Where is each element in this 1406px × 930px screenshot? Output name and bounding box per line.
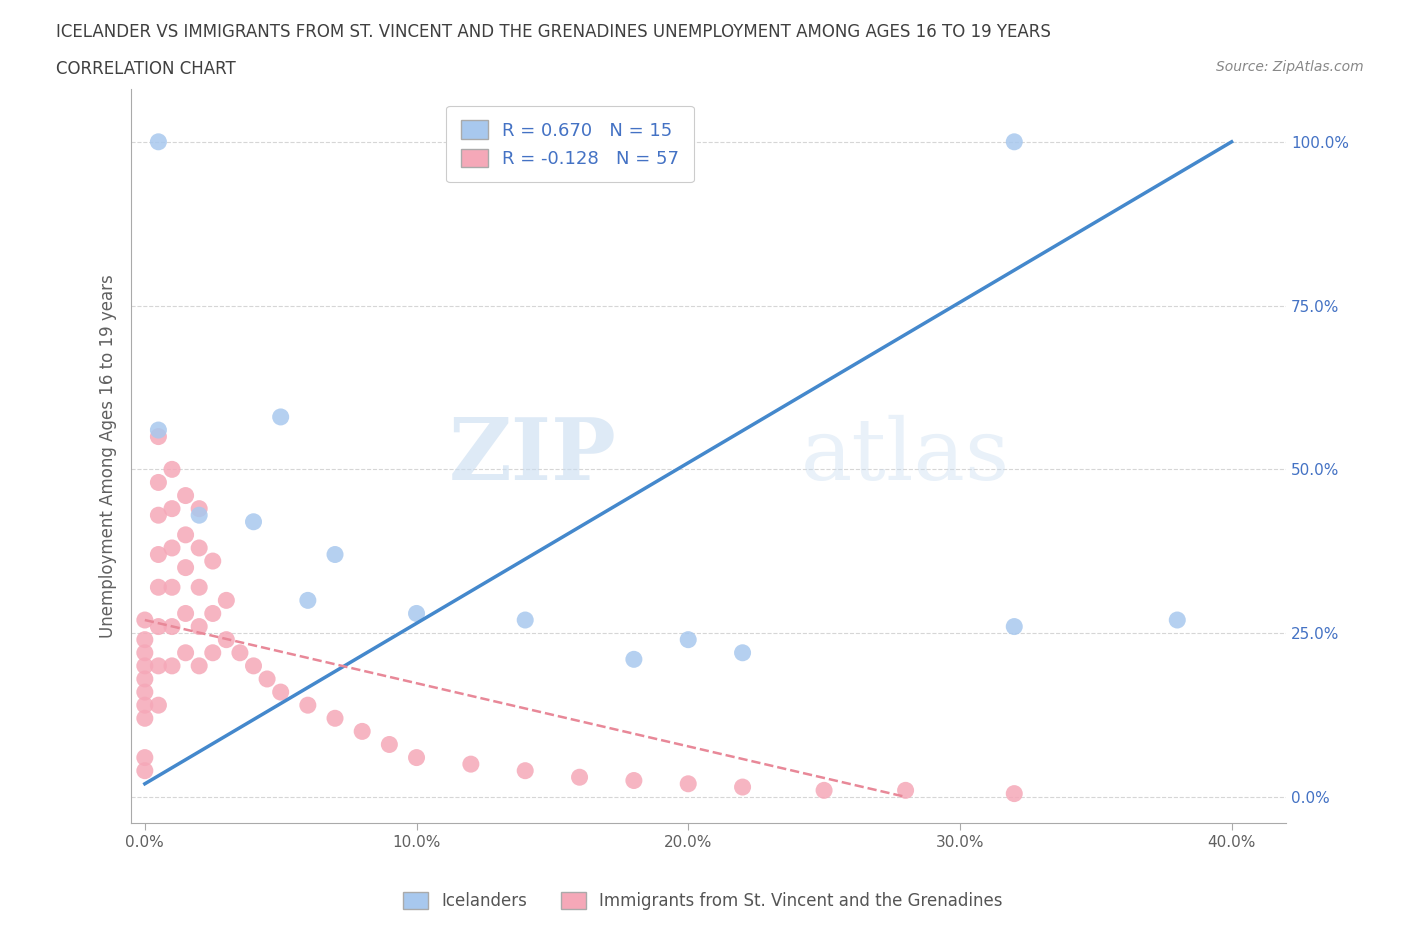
Point [174,527,197,542]
Point [623,773,645,788]
Point [297,593,319,608]
Point [148,547,170,562]
Point [148,508,170,523]
Point [148,429,170,444]
Point [134,613,156,628]
Point [148,619,170,634]
Point [229,645,252,660]
Point [676,777,699,791]
Point [215,593,238,608]
Y-axis label: Unemployment Among Ages 16 to 19 years: Unemployment Among Ages 16 to 19 years [100,274,117,638]
Point [731,645,754,660]
Point [378,737,401,752]
Point [148,579,170,594]
Point [134,632,156,647]
Point [134,764,156,778]
Point [174,645,197,660]
Point [160,540,183,555]
Point [134,698,156,712]
Point [160,619,183,634]
Point [405,751,427,765]
Point [188,501,211,516]
Point [160,658,183,673]
Point [201,553,224,568]
Point [134,751,156,765]
Point [160,501,183,516]
Point [297,698,319,712]
Point [352,724,374,738]
Point [188,658,211,673]
Point [515,764,537,778]
Text: ZIP: ZIP [449,414,616,498]
Text: ICELANDER VS IMMIGRANTS FROM ST. VINCENT AND THE GRENADINES UNEMPLOYMENT AMONG A: ICELANDER VS IMMIGRANTS FROM ST. VINCENT… [56,23,1052,41]
Point [174,488,197,503]
Point [731,779,754,794]
Point [623,652,645,667]
Point [188,579,211,594]
Point [1002,786,1025,801]
Point [148,658,170,673]
Point [148,134,170,149]
Point [242,514,264,529]
Point [515,613,537,628]
Point [188,540,211,555]
Point [405,606,427,621]
Point [160,579,183,594]
Point [174,560,197,575]
Text: CORRELATION CHART: CORRELATION CHART [56,60,236,78]
Point [256,671,278,686]
Point [242,658,264,673]
Point [148,475,170,490]
Point [323,547,346,562]
Point [188,619,211,634]
Point [201,645,224,660]
Point [1166,613,1188,628]
Legend: R = 0.670   N = 15, R = -0.128   N = 57: R = 0.670 N = 15, R = -0.128 N = 57 [446,106,693,182]
Point [134,684,156,699]
Point [148,698,170,712]
Point [813,783,835,798]
Point [148,422,170,437]
Point [270,684,292,699]
Point [134,671,156,686]
Point [568,770,591,785]
Point [134,658,156,673]
Legend: Icelanders, Immigrants from St. Vincent and the Grenadines: Icelanders, Immigrants from St. Vincent … [396,885,1010,917]
Point [160,462,183,477]
Point [174,606,197,621]
Point [323,711,346,725]
Point [215,632,238,647]
Point [1002,134,1025,149]
Point [134,711,156,725]
Point [676,632,699,647]
Point [188,508,211,523]
Text: Source: ZipAtlas.com: Source: ZipAtlas.com [1216,60,1364,74]
Point [201,606,224,621]
Point [134,645,156,660]
Text: atlas: atlas [801,415,1010,498]
Point [460,757,482,772]
Point [894,783,917,798]
Point [270,409,292,424]
Point [1002,619,1025,634]
